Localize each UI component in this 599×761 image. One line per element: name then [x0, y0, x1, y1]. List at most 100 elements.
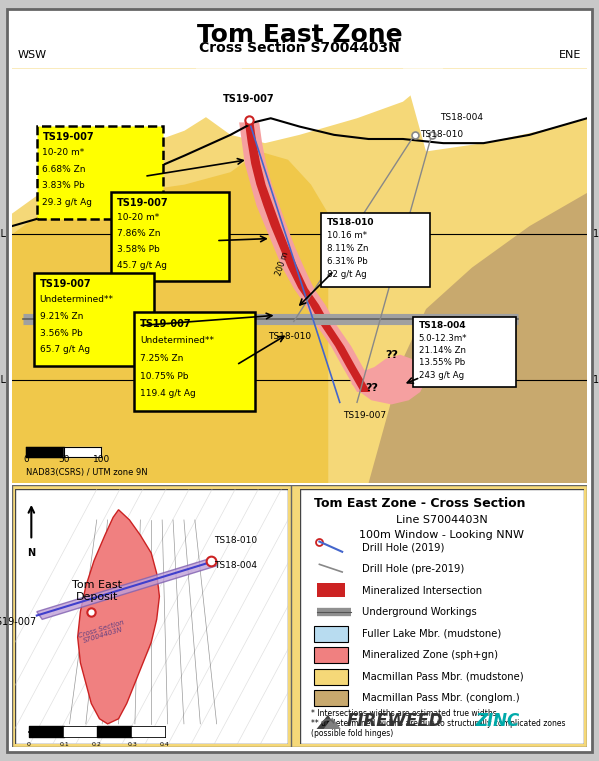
Text: 0: 0	[27, 742, 31, 747]
Text: 200 m: 200 m	[274, 250, 291, 276]
Polygon shape	[317, 715, 338, 729]
Text: TS18-004: TS18-004	[419, 321, 466, 330]
Text: 243 g/t Ag: 243 g/t Ag	[419, 371, 464, 380]
Text: 0.3: 0.3	[127, 742, 137, 747]
Polygon shape	[403, 68, 587, 151]
Text: 10.16 m*: 10.16 m*	[326, 231, 367, 240]
Text: Tom East Zone: Tom East Zone	[196, 23, 403, 47]
FancyBboxPatch shape	[413, 317, 516, 387]
Text: 7.25% Zn: 7.25% Zn	[140, 354, 183, 363]
Polygon shape	[12, 151, 328, 483]
Text: TS19-007: TS19-007	[140, 319, 192, 329]
Text: 7.86% Zn: 7.86% Zn	[117, 229, 161, 238]
Text: 5.0-12.3m*: 5.0-12.3m*	[419, 333, 467, 342]
Text: WSW: WSW	[18, 50, 47, 60]
Text: Drill Hole (2019): Drill Hole (2019)	[362, 543, 444, 553]
Text: 3.58% Pb: 3.58% Pb	[117, 245, 160, 254]
Text: TS18-010: TS18-010	[268, 332, 311, 341]
Polygon shape	[323, 718, 341, 729]
FancyBboxPatch shape	[321, 213, 430, 287]
Text: ENE: ENE	[559, 50, 581, 60]
Text: 0: 0	[23, 456, 29, 464]
Polygon shape	[196, 68, 443, 143]
Text: 6.68% Zn: 6.68% Zn	[43, 164, 86, 174]
FancyBboxPatch shape	[34, 273, 154, 366]
Text: 10-20 m*: 10-20 m*	[43, 148, 84, 157]
Text: 9.21% Zn: 9.21% Zn	[40, 312, 83, 321]
Text: 82 g/t Ag: 82 g/t Ag	[326, 270, 366, 279]
Bar	[314, 626, 348, 642]
Text: 6.31% Pb: 6.31% Pb	[326, 257, 367, 266]
Bar	[314, 648, 348, 663]
Text: NAD83(CSRS) / UTM zone 9N: NAD83(CSRS) / UTM zone 9N	[26, 468, 148, 477]
Text: 100m Window - Looking NNW: 100m Window - Looking NNW	[359, 530, 524, 540]
Text: N: N	[28, 548, 35, 558]
Text: TS19-007: TS19-007	[343, 411, 386, 419]
Text: 10.75% Pb: 10.75% Pb	[140, 371, 189, 380]
Polygon shape	[12, 68, 587, 483]
Text: Cross Section
S7004403N: Cross Section S7004403N	[77, 619, 127, 645]
Text: TS18-004: TS18-004	[214, 561, 257, 570]
Text: Tom East
Deposit: Tom East Deposit	[72, 581, 122, 602]
FancyBboxPatch shape	[111, 192, 229, 281]
Polygon shape	[78, 510, 159, 724]
Text: 50: 50	[58, 456, 69, 464]
Bar	[314, 669, 348, 685]
Text: Line S7004403N: Line S7004403N	[396, 514, 488, 525]
Text: Macmillan Pass Mbr. (mudstone): Macmillan Pass Mbr. (mudstone)	[362, 672, 524, 682]
Text: ??: ??	[365, 383, 378, 393]
Bar	[317, 583, 345, 597]
Text: Undetermined**: Undetermined**	[140, 336, 214, 345]
Text: 119.4 g/t Ag: 119.4 g/t Ag	[140, 390, 196, 399]
Text: * Intersections widths are estimated true widths: * Intersections widths are estimated tru…	[311, 708, 497, 718]
Polygon shape	[351, 355, 426, 404]
Text: Fuller Lake Mbr. (mudstone): Fuller Lake Mbr. (mudstone)	[362, 629, 501, 639]
Text: 0.1: 0.1	[59, 742, 69, 747]
Text: TS19-007: TS19-007	[223, 94, 275, 103]
Text: 3.56% Pb: 3.56% Pb	[40, 329, 82, 338]
Polygon shape	[12, 68, 242, 226]
Text: TS19-007: TS19-007	[117, 198, 169, 208]
Text: FIREWEED: FIREWEED	[346, 712, 443, 731]
Text: TS19-007: TS19-007	[43, 132, 94, 142]
Text: Tom East Zone - Cross Section: Tom East Zone - Cross Section	[314, 497, 525, 510]
Text: TS18-010: TS18-010	[420, 130, 464, 139]
Text: 100: 100	[92, 456, 110, 464]
Text: 45.7 g/t Ag: 45.7 g/t Ag	[117, 261, 167, 270]
Text: TS18-010: TS18-010	[214, 537, 257, 546]
Text: (possible fold hinges): (possible fold hinges)	[311, 729, 393, 738]
Polygon shape	[245, 123, 370, 392]
Text: 65.7 g/t Ag: 65.7 g/t Ag	[40, 345, 90, 354]
Polygon shape	[37, 558, 217, 619]
Text: ZINC: ZINC	[476, 712, 520, 731]
Text: TS19-007: TS19-007	[0, 617, 37, 627]
Text: 21.14% Zn: 21.14% Zn	[419, 346, 465, 355]
FancyBboxPatch shape	[134, 312, 255, 412]
Text: Mineralized Zone (sph+gn): Mineralized Zone (sph+gn)	[362, 651, 498, 661]
Text: 10-20 m*: 10-20 m*	[117, 214, 159, 222]
Text: TS19-007: TS19-007	[40, 279, 91, 288]
Text: 1400 RL: 1400 RL	[0, 374, 6, 384]
Text: 8.11% Zn: 8.11% Zn	[326, 244, 368, 253]
Text: Mineralized Intersection: Mineralized Intersection	[362, 586, 482, 596]
Text: ** undetermined widths are due to structurally complicated zones: ** undetermined widths are due to struct…	[311, 718, 565, 728]
Text: 3.83% Pb: 3.83% Pb	[43, 181, 85, 190]
Text: 13.55% Pb: 13.55% Pb	[419, 358, 465, 368]
Polygon shape	[328, 193, 587, 483]
Text: 1600 RL: 1600 RL	[0, 229, 6, 240]
Text: Underground Workings: Underground Workings	[362, 607, 477, 617]
Text: ??: ??	[385, 349, 398, 360]
Text: Macmillan Pass Mbr. (conglom.): Macmillan Pass Mbr. (conglom.)	[362, 693, 520, 703]
Polygon shape	[239, 123, 377, 392]
Text: Undetermined**: Undetermined**	[40, 295, 114, 304]
FancyBboxPatch shape	[37, 126, 163, 218]
Text: 1400 RL: 1400 RL	[593, 374, 599, 384]
Text: Drill Hole (pre-2019): Drill Hole (pre-2019)	[362, 565, 464, 575]
Text: 0.2: 0.2	[92, 742, 102, 747]
Text: TS18-004: TS18-004	[167, 492, 213, 502]
Text: 0.4: 0.4	[160, 742, 170, 747]
Text: 1600 RL: 1600 RL	[593, 229, 599, 240]
Text: 29.3 g/t Ag: 29.3 g/t Ag	[43, 198, 92, 207]
Text: Cross Section S7004403N: Cross Section S7004403N	[199, 41, 400, 56]
Bar	[314, 690, 348, 706]
